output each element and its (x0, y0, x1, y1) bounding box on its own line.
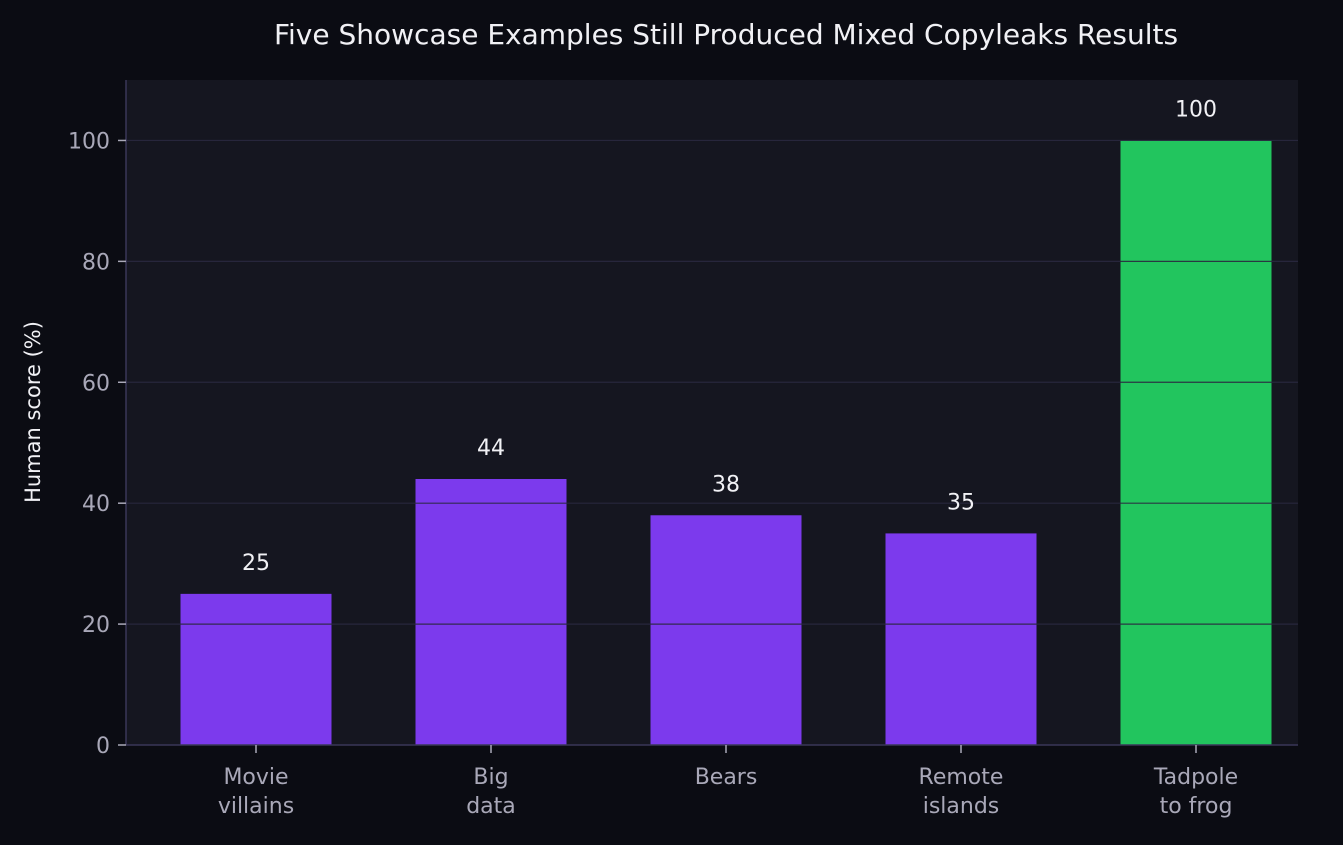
value-label: 100 (1175, 97, 1217, 122)
bar (885, 533, 1037, 745)
bar (1120, 140, 1272, 746)
y-tick-label: 60 (82, 371, 110, 396)
value-label: 38 (712, 472, 740, 497)
y-tick-label: 40 (82, 492, 110, 517)
x-tick-label: Movie villains (218, 765, 294, 819)
x-tick-label: Remote islands (919, 765, 1004, 819)
x-tick-label: Tadpole to frog (1153, 765, 1238, 819)
y-axis-label: Human score (%) (21, 321, 45, 503)
bar (650, 515, 802, 745)
chart-title: Five Showcase Examples Still Produced Mi… (274, 18, 1178, 51)
y-tick-label: 100 (68, 129, 110, 154)
bar (180, 593, 332, 745)
y-tick-label: 0 (96, 734, 110, 759)
value-label: 35 (947, 490, 975, 515)
y-tick-label: 80 (82, 250, 110, 275)
value-label: 44 (477, 436, 505, 461)
x-tick-label: Big data (466, 765, 516, 819)
value-label: 25 (242, 551, 270, 576)
x-tick-label: Bears (695, 765, 758, 790)
y-tick-label: 20 (82, 613, 110, 638)
bar (415, 479, 567, 745)
